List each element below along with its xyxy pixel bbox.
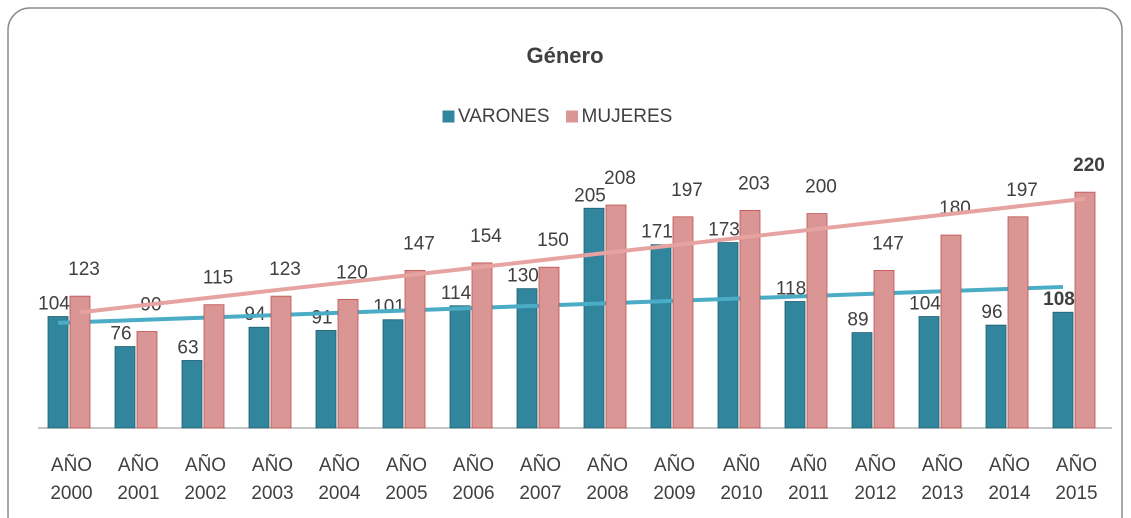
data-label: 173 xyxy=(708,220,740,241)
bar xyxy=(873,270,895,429)
legend-label: MUJERES xyxy=(582,106,673,127)
bar xyxy=(940,234,962,429)
x-tick-label: AÑO 2013 xyxy=(921,455,964,504)
x-tick-label: AÑO 2009 xyxy=(653,455,696,504)
legend-swatch xyxy=(441,109,456,124)
bar xyxy=(382,319,404,429)
data-label: 118 xyxy=(776,279,806,300)
data-label: 123 xyxy=(68,259,100,280)
data-label: 220 xyxy=(1073,155,1105,176)
x-tick-label: AÑO 2005 xyxy=(385,455,428,504)
chart-title: Género xyxy=(526,43,603,68)
bar xyxy=(270,295,292,429)
data-label: 114 xyxy=(441,283,472,304)
bar xyxy=(538,266,560,429)
data-label: 104 xyxy=(38,294,70,315)
x-tick-label: AÑ0 2011 xyxy=(788,455,829,504)
x-tick-label: AÑO 2015 xyxy=(1055,455,1098,504)
bar xyxy=(739,209,761,429)
bar xyxy=(985,324,1007,429)
data-label: 197 xyxy=(1006,180,1038,201)
data-label: 197 xyxy=(671,180,703,201)
data-label: 91 xyxy=(311,307,332,328)
data-label: 76 xyxy=(110,324,131,345)
x-tick-label: AÑO 2014 xyxy=(988,455,1031,504)
bar xyxy=(404,270,426,429)
data-label: 63 xyxy=(177,337,198,358)
data-label: 104 xyxy=(909,294,941,315)
x-tick-label: AÑO 2006 xyxy=(452,455,495,504)
x-tick-label: AÑO 2012 xyxy=(854,455,897,504)
bar xyxy=(605,204,627,429)
legend-label: VARONES xyxy=(458,106,550,127)
x-tick-label: AÑO 2004 xyxy=(318,455,361,504)
bar xyxy=(203,304,225,429)
bar xyxy=(717,242,739,429)
bar xyxy=(516,288,538,429)
data-label: 96 xyxy=(981,302,1002,323)
bar xyxy=(181,360,203,429)
data-label: 150 xyxy=(537,230,569,251)
bar xyxy=(114,346,136,429)
trend-line xyxy=(79,196,1086,315)
data-label: 123 xyxy=(269,259,301,280)
data-label: 208 xyxy=(604,168,636,189)
bar xyxy=(1074,191,1096,429)
bar xyxy=(806,213,828,429)
bar xyxy=(583,207,605,429)
trend-line xyxy=(57,284,1064,325)
bar xyxy=(471,262,493,429)
data-label: 171 xyxy=(641,222,673,243)
data-label: 101 xyxy=(373,297,405,318)
bar xyxy=(47,316,69,429)
data-label: 147 xyxy=(872,233,904,254)
data-label: 147 xyxy=(403,233,435,254)
bar xyxy=(1007,216,1029,429)
x-tick-label: AÑO 2007 xyxy=(519,455,562,504)
x-tick-label: AÑO 2003 xyxy=(251,455,294,504)
x-tick-label: AÑO 2002 xyxy=(184,455,227,504)
x-tick-label: AÑO 2000 xyxy=(50,455,93,504)
x-tick-label: AÑO 2008 xyxy=(586,455,629,504)
bar xyxy=(337,298,359,429)
bar xyxy=(784,301,806,429)
x-tick-label: AÑ0 2010 xyxy=(720,455,763,504)
bar xyxy=(1052,311,1074,429)
x-tick-label: AÑO 2001 xyxy=(117,455,160,504)
data-label: 154 xyxy=(470,226,502,247)
bar xyxy=(136,331,158,429)
bar xyxy=(315,330,337,429)
data-label: 120 xyxy=(336,262,368,283)
bar xyxy=(650,244,672,429)
data-label: 200 xyxy=(805,177,837,198)
bar xyxy=(449,305,471,429)
data-label: 205 xyxy=(574,185,606,206)
data-label: 108 xyxy=(1043,289,1075,310)
data-label: 89 xyxy=(847,310,868,331)
bar xyxy=(248,326,270,429)
bar xyxy=(851,332,873,429)
bar xyxy=(672,216,694,429)
bar xyxy=(918,316,940,429)
data-label: 115 xyxy=(203,268,233,289)
data-label: 203 xyxy=(738,173,770,194)
bar xyxy=(69,295,91,429)
legend-swatch xyxy=(565,109,580,124)
data-label: 130 xyxy=(507,266,539,287)
